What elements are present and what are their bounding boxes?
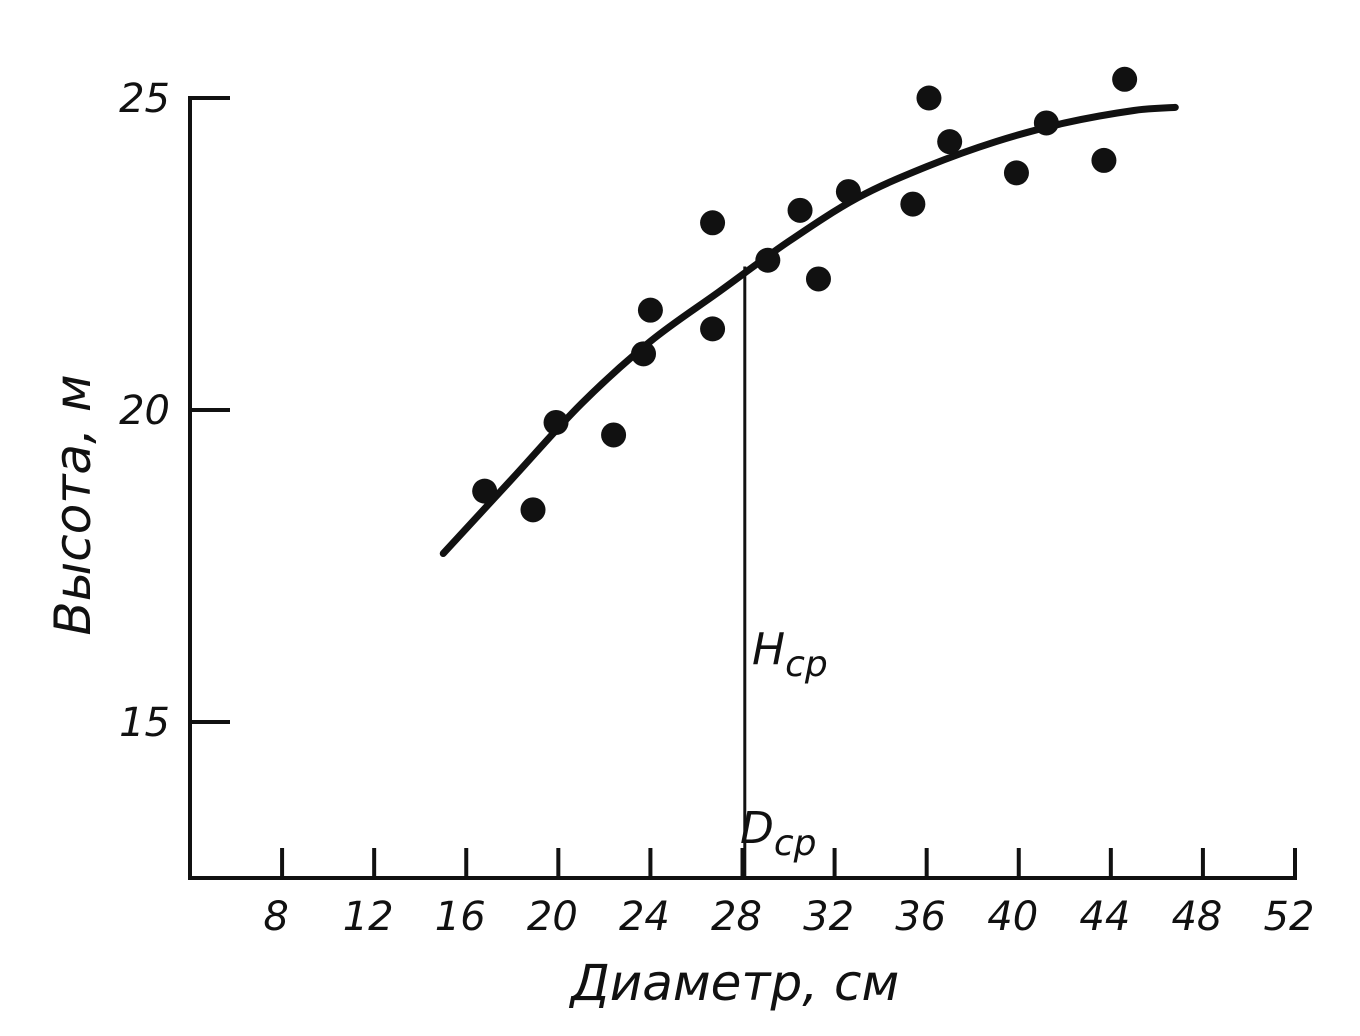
y-tick-label: 15: [119, 700, 170, 746]
x-tick-label: 48: [1171, 894, 1222, 940]
data-point: [631, 341, 657, 367]
axes: [188, 96, 1297, 880]
x-axis-title: Диаметр, см: [569, 954, 900, 1012]
x-tick-label: 32: [803, 894, 854, 940]
x-tick-label: 24: [619, 894, 670, 940]
x-tick-label: 20: [527, 894, 578, 940]
data-point: [472, 478, 498, 504]
y-axis-ticks: 15 20 25: [119, 76, 230, 746]
data-point: [787, 197, 813, 223]
data-point: [520, 497, 546, 523]
x-tick-label: 40: [987, 894, 1038, 940]
data-points: [472, 66, 1138, 523]
data-point: [601, 422, 627, 448]
data-point: [916, 85, 942, 111]
trend-curve-layer: [439, 103, 1179, 558]
d-avg-label: Dср: [740, 803, 817, 864]
data-point: [700, 316, 726, 342]
data-point: [543, 409, 569, 435]
x-tick-label: 28: [711, 894, 762, 940]
data-point: [900, 191, 926, 217]
data-point: [1033, 110, 1059, 136]
data-point: [1091, 147, 1117, 173]
trend-curve: [439, 103, 1179, 558]
data-point: [755, 247, 781, 273]
y-tick-label: 25: [119, 76, 170, 122]
data-point: [937, 129, 963, 155]
x-tick-label: 36: [895, 894, 946, 940]
x-tick-label: 12: [343, 894, 394, 940]
data-point: [805, 266, 831, 292]
x-tick-label: 52: [1264, 894, 1315, 940]
h-avg-label: Hср: [752, 624, 828, 685]
data-point: [835, 179, 861, 205]
x-axis-ticks: 8 12 16 20 24 28 32 36 40 44 48 52: [263, 848, 1314, 940]
data-point: [637, 297, 663, 323]
x-tick-label: 8: [263, 894, 288, 940]
data-point: [700, 210, 726, 236]
y-tick-label: 20: [119, 388, 170, 434]
data-point: [1112, 66, 1138, 92]
x-tick-label: 44: [1079, 894, 1130, 940]
x-tick-label: 16: [435, 894, 486, 940]
y-axis-title: Высота, м: [44, 374, 102, 635]
data-point: [1003, 160, 1029, 186]
